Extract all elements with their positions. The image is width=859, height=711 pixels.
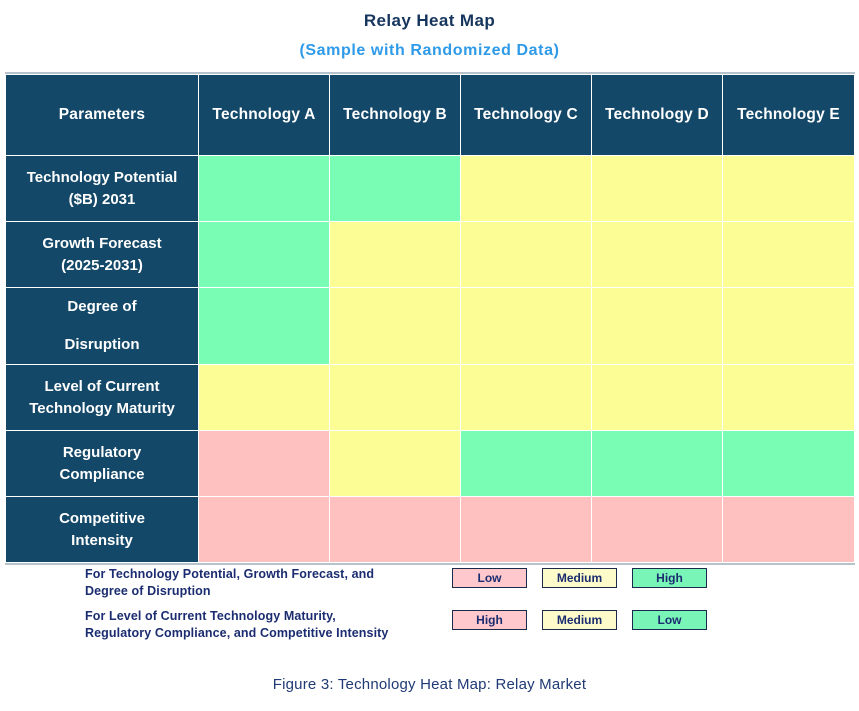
row-label-4: Level of Current Technology Maturity [5,364,199,431]
row-label-5: Regulatory Compliance [5,430,199,497]
legend-swatch-low: Low [452,568,527,588]
figure-caption: Figure 3: Technology Heat Map: Relay Mar… [272,676,587,693]
heatmap-cell [460,221,592,288]
column-header-technology-c: Technology C [460,74,592,156]
heatmap-cell [329,287,461,365]
heatmap-cell [198,496,330,563]
heatmap-cell [591,496,723,563]
heatmap-cell [460,287,592,365]
column-header-technology-d: Technology D [591,74,723,156]
legend-swatches: High Medium Low [452,608,707,630]
row-label-line1: Technology Potential [26,168,178,186]
column-header-technology-a: Technology A [198,74,330,156]
heatmap-cell [198,155,330,222]
title-block: Relay Heat Map (Sample with Randomized D… [0,10,859,61]
column-header-technology-e: Technology E [722,74,855,156]
legend-swatch-low: Low [632,610,707,630]
row-label-line1: Growth Forecast [42,234,162,252]
row-label-line2: Intensity [71,531,133,549]
heatmap-cell [460,430,592,497]
heatmap-cell [198,287,330,365]
legend-description-line2: Regulatory Compliance, and Competitive I… [85,626,389,640]
heatmap-cell [329,496,461,563]
heatmap-cell [722,430,855,497]
legend-swatch-high: High [452,610,527,630]
heatmap-cell [591,430,723,497]
legend-swatch-high: High [632,568,707,588]
heatmap-cell [198,430,330,497]
heatmap-body: Technology Potential ($B) 2031 Growth Fore… [5,155,855,563]
heatmap-cell [460,364,592,431]
heatmap-row: Degree of Disruption [5,287,855,365]
row-label-line2: (2025-2031) [61,256,143,274]
heatmap-table: Parameters Technology A Technology B Tec… [5,74,855,563]
legend-swatch-medium: Medium [542,610,617,630]
heatmap-cell [329,221,461,288]
legend: For Technology Potential, Growth Forecas… [85,566,805,650]
row-label-line2: Technology Maturity [29,399,175,417]
column-header-technology-b: Technology B [329,74,461,156]
page-title: Relay Heat Map [363,11,496,30]
heatmap-cell [591,155,723,222]
row-label-1: Technology Potential ($B) 2031 [5,155,199,222]
row-label-3: Degree of Disruption [5,287,199,365]
row-label-line1: Degree of [67,298,137,315]
row-label-line1: Level of Current [44,377,160,395]
page-subtitle: (Sample with Randomized Data) [299,42,560,59]
heatmap-cell [460,155,592,222]
heatmap-cell [198,364,330,431]
row-label-6: Competitive Intensity [5,496,199,563]
row-label-line1: Regulatory [62,443,142,461]
heatmap-row: Technology Potential ($B) 2031 [5,155,855,222]
heatmap-cell [722,287,855,365]
heatmap-cell [722,221,855,288]
legend-swatch-medium: Medium [542,568,617,588]
heatmap-cell [591,364,723,431]
legend-swatches: Low Medium High [452,566,707,588]
row-label-2: Growth Forecast (2025-2031) [5,221,199,288]
row-label-line2: Compliance [59,465,145,483]
heatmap-cell [591,221,723,288]
heatmap-header-row: Parameters Technology A Technology B Tec… [5,74,855,156]
heatmap-row: Competitive Intensity [5,496,855,563]
heatmap-cell [722,364,855,431]
legend-row: For Technology Potential, Growth Forecas… [85,566,805,600]
legend-description-line2: Degree of Disruption [85,584,211,598]
row-label-line1: Competitive [59,509,145,527]
legend-description: For Technology Potential, Growth Forecas… [85,566,435,600]
legend-description-line1: For Technology Potential, Growth Forecas… [85,567,375,581]
column-header-parameters: Parameters [5,74,199,156]
heatmap-cell [722,496,855,563]
row-label-line2: ($B) 2031 [68,190,136,208]
heatmap-row: Regulatory Compliance [5,430,855,497]
legend-description: For Level of Current Technology Maturity… [85,608,435,642]
heatmap-row: Growth Forecast (2025-2031) [5,221,855,288]
heatmap-container: Parameters Technology A Technology B Tec… [5,72,855,565]
heatmap-cell [460,496,592,563]
row-label-line2: Disruption [64,336,140,353]
heatmap-cell [329,430,461,497]
heatmap-cell [591,287,723,365]
legend-description-line1: For Level of Current Technology Maturity… [85,609,336,623]
heatmap-cell [329,155,461,222]
heatmap-cell [329,364,461,431]
heatmap-cell [722,155,855,222]
heatmap-row: Level of Current Technology Maturity [5,364,855,431]
heatmap-cell [198,221,330,288]
legend-row: For Level of Current Technology Maturity… [85,608,805,642]
